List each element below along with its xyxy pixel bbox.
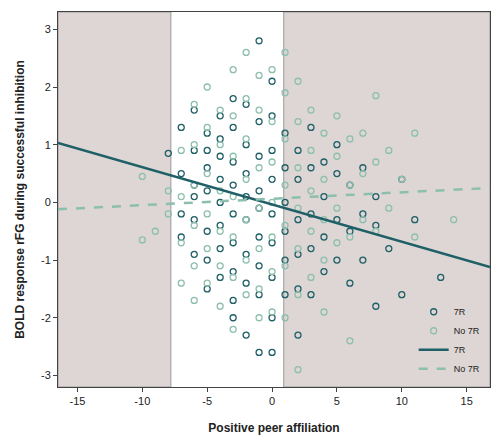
svg-text:10: 10 bbox=[396, 395, 408, 407]
svg-text:-10: -10 bbox=[134, 395, 150, 407]
svg-text:7R: 7R bbox=[454, 307, 466, 317]
svg-text:No 7R: No 7R bbox=[454, 364, 480, 374]
svg-text:-5: -5 bbox=[202, 395, 212, 407]
svg-text:2: 2 bbox=[45, 81, 51, 93]
svg-text:-15: -15 bbox=[70, 395, 86, 407]
svg-text:BOLD response rFG during succe: BOLD response rFG during successful inhi… bbox=[13, 60, 27, 339]
svg-text:-3: -3 bbox=[41, 369, 51, 381]
svg-text:3: 3 bbox=[45, 23, 51, 35]
svg-text:5: 5 bbox=[334, 395, 340, 407]
svg-text:0: 0 bbox=[45, 196, 51, 208]
svg-text:No 7R: No 7R bbox=[454, 326, 480, 336]
svg-text:1: 1 bbox=[45, 139, 51, 151]
svg-text:-2: -2 bbox=[41, 312, 51, 324]
svg-text:15: 15 bbox=[461, 395, 473, 407]
svg-text:7R: 7R bbox=[454, 345, 466, 355]
svg-text:0: 0 bbox=[269, 395, 275, 407]
svg-text:Positive peer affiliation: Positive peer affiliation bbox=[208, 421, 339, 435]
svg-text:-1: -1 bbox=[41, 254, 51, 266]
